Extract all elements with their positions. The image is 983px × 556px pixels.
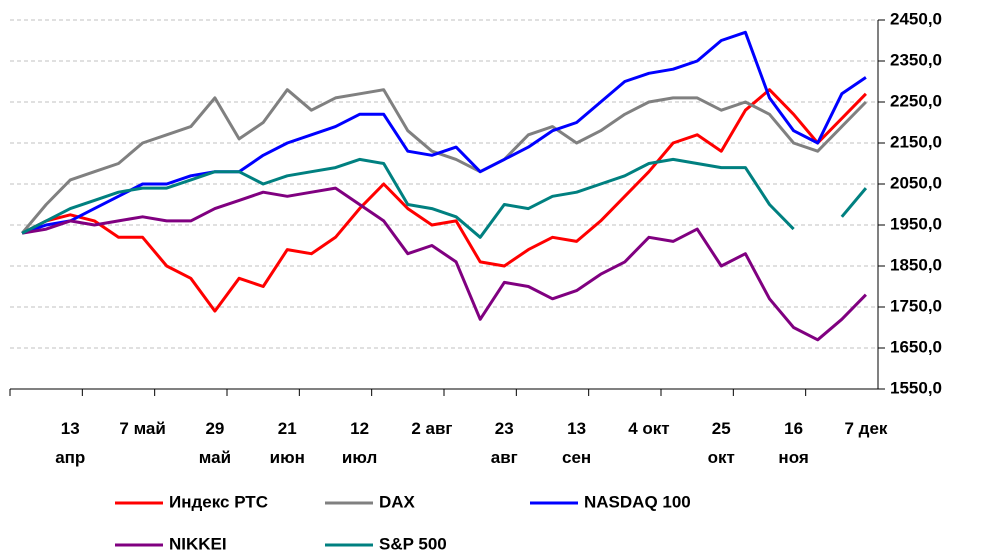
x-tick-label: 7 дек: [844, 419, 888, 438]
x-tick-label: 23 авг: [490, 419, 518, 467]
x-tick-label: 25 окт: [707, 419, 735, 467]
series-line: [21, 157, 868, 239]
y-tick-label: 1550,0: [890, 378, 942, 397]
y-tick-label: 2350,0: [890, 50, 942, 69]
y-tick-label: 2250,0: [890, 91, 942, 110]
x-tick-label: 4 окт: [628, 419, 670, 438]
y-tick-label: 2050,0: [890, 173, 942, 192]
x-tick-label: 12 июл: [341, 419, 378, 467]
legend-label: DAX: [379, 492, 416, 511]
x-tick-label: 2 авг: [411, 419, 453, 438]
x-tick-label: 16 ноя: [778, 419, 809, 467]
legend-label: Индекс РТС: [169, 492, 268, 511]
x-tick-label: 7 май: [119, 419, 166, 438]
series-line: [21, 186, 867, 342]
x-tick-label: 21 июн: [269, 419, 305, 467]
y-tick-label: 2150,0: [890, 132, 942, 151]
y-tick-label: 2450,0: [890, 9, 942, 28]
x-tick-label: 13 апр: [55, 419, 86, 467]
legend-label: NIKKEI: [169, 534, 227, 553]
y-tick-label: 1750,0: [890, 296, 942, 315]
x-tick-label: 13 сен: [562, 419, 592, 467]
y-tick-label: 1650,0: [890, 337, 942, 356]
y-tick-label: 1950,0: [890, 214, 942, 233]
series-line: [20, 88, 867, 235]
x-tick-label: 29 май: [198, 419, 232, 467]
series-line: [21, 88, 867, 313]
y-tick-label: 1850,0: [890, 255, 942, 274]
series-line: [21, 30, 867, 235]
legend-label: NASDAQ 100: [584, 492, 691, 511]
legend-label: S&P 500: [379, 534, 447, 553]
